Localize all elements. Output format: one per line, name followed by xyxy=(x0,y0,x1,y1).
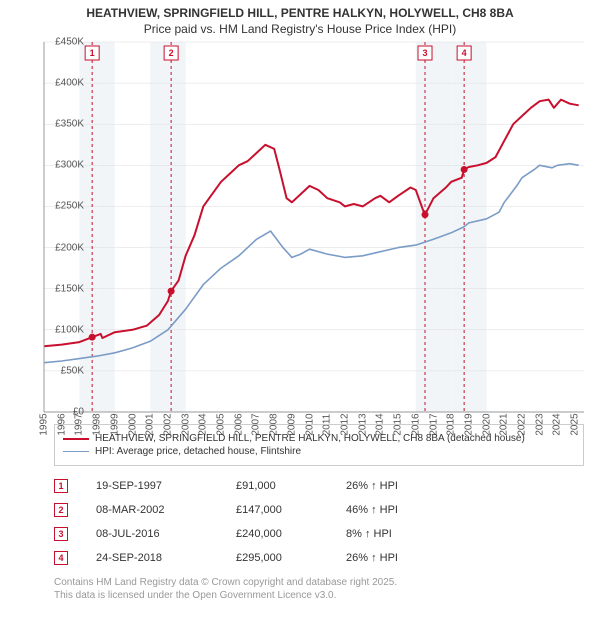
sale-date: 24-SEP-2018 xyxy=(96,552,236,564)
legend-swatch xyxy=(63,451,89,452)
legend-label: HEATHVIEW, SPRINGFIELD HILL, PENTRE HALK… xyxy=(95,433,525,444)
title-line1: HEATHVIEW, SPRINGFIELD HILL, PENTRE HALK… xyxy=(0,6,600,22)
sale-marker: 2 xyxy=(54,503,68,517)
sale-price: £91,000 xyxy=(236,480,346,492)
attribution-line2: This data is licensed under the Open Gov… xyxy=(54,589,397,602)
legend-item: HPI: Average price, detached house, Flin… xyxy=(63,446,575,457)
y-axis-label: £250K xyxy=(44,201,84,212)
y-axis-label: £50K xyxy=(44,365,84,376)
chart-svg: 1 2 3 4 xyxy=(44,42,584,412)
y-axis-label: £350K xyxy=(44,119,84,130)
sale-marker: 3 xyxy=(54,527,68,541)
sale-price: £147,000 xyxy=(236,504,346,516)
table-row: 3 08-JUL-2016£240,0008% ↑ HPI xyxy=(54,522,584,546)
sale-pct: 8% ↑ HPI xyxy=(346,528,466,540)
svg-text:4: 4 xyxy=(462,48,467,58)
y-axis-label: £300K xyxy=(44,160,84,171)
svg-text:1: 1 xyxy=(90,48,95,58)
y-axis-label: £400K xyxy=(44,78,84,89)
sale-date: 08-MAR-2002 xyxy=(96,504,236,516)
sale-pct: 26% ↑ HPI xyxy=(346,480,466,492)
sale-marker: 1 xyxy=(54,479,68,493)
x-axis-label: 1995 xyxy=(39,413,50,435)
sale-marker: 4 xyxy=(54,551,68,565)
sale-pct: 26% ↑ HPI xyxy=(346,552,466,564)
svg-text:2: 2 xyxy=(169,48,174,58)
legend: HEATHVIEW, SPRINGFIELD HILL, PENTRE HALK… xyxy=(54,424,584,466)
title-line2: Price paid vs. HM Land Registry's House … xyxy=(0,22,600,38)
sale-date: 08-JUL-2016 xyxy=(96,528,236,540)
svg-text:3: 3 xyxy=(423,48,428,58)
sale-pct: 46% ↑ HPI xyxy=(346,504,466,516)
legend-item: HEATHVIEW, SPRINGFIELD HILL, PENTRE HALK… xyxy=(63,433,575,444)
table-row: 1 19-SEP-1997£91,00026% ↑ HPI xyxy=(54,474,584,498)
chart-area: 1234 £0£50K£100K£150K£200K£250K£300K£350… xyxy=(44,42,584,412)
table-row: 2 08-MAR-2002£147,00046% ↑ HPI xyxy=(54,498,584,522)
y-axis-label: £150K xyxy=(44,283,84,294)
legend-label: HPI: Average price, detached house, Flin… xyxy=(95,446,301,457)
sales-table: 119-SEP-1997£91,00026% ↑ HPI208-MAR-2002… xyxy=(54,474,584,570)
chart-title: HEATHVIEW, SPRINGFIELD HILL, PENTRE HALK… xyxy=(0,0,600,37)
table-row: 4 24-SEP-2018£295,00026% ↑ HPI xyxy=(54,546,584,570)
attribution: Contains HM Land Registry data © Crown c… xyxy=(54,576,397,602)
legend-swatch xyxy=(63,438,89,440)
y-axis-label: £200K xyxy=(44,242,84,253)
y-axis-label: £450K xyxy=(44,37,84,48)
sale-price: £240,000 xyxy=(236,528,346,540)
sale-date: 19-SEP-1997 xyxy=(96,480,236,492)
y-axis-label: £100K xyxy=(44,324,84,335)
sale-price: £295,000 xyxy=(236,552,346,564)
attribution-line1: Contains HM Land Registry data © Crown c… xyxy=(54,576,397,589)
